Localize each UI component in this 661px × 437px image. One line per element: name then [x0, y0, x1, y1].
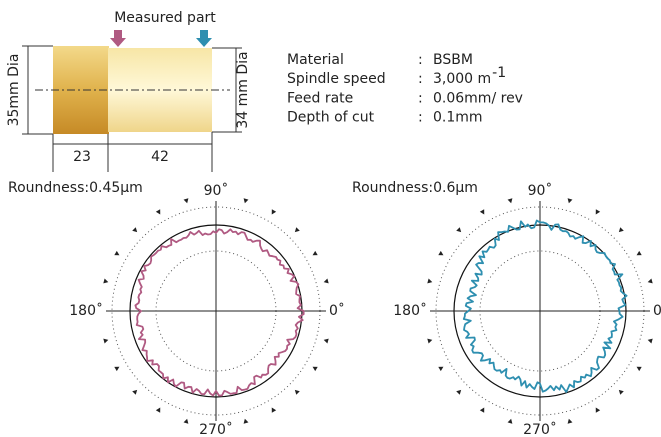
angle-tick [294, 227, 300, 233]
dimension-label: 42 [151, 149, 169, 165]
arrow [196, 30, 212, 47]
angle-tick [312, 250, 318, 256]
dimension-label: 35mm Dia [6, 54, 22, 127]
angle-tick [636, 366, 642, 372]
angle-tick [271, 407, 277, 413]
spec-value: 0.06mm/ rev [433, 90, 523, 106]
angle-tick [271, 209, 277, 215]
spec-value: BSBM [433, 52, 473, 68]
angle-tick [479, 209, 485, 215]
dimension-lines [22, 45, 242, 172]
spec-separator: : [418, 110, 423, 126]
angle-tick [456, 227, 462, 233]
spec-label: Depth of cut [287, 110, 375, 126]
angle-tick [132, 227, 138, 233]
angle-label: 180˚ [393, 302, 427, 319]
angle-tick [427, 278, 433, 284]
roundness-plot: Roundness:0.45μm 90˚ 270˚ 180˚ 0˚ [8, 180, 345, 437]
roundness-plot: Roundness:0.6μm 90˚ 270˚ 180˚ 0˚ [352, 180, 661, 437]
angle-tick [114, 366, 120, 372]
angle-tick [647, 338, 653, 344]
angle-tick [438, 366, 444, 372]
reference-circle [453, 224, 627, 398]
angle-tick [103, 338, 109, 344]
angle-tick [507, 198, 513, 204]
angle-tick [427, 338, 433, 344]
angle-tick [595, 209, 601, 215]
spec-label: Feed rate [287, 90, 353, 106]
spec-separator: : [418, 71, 423, 87]
angle-tick [323, 338, 329, 344]
angle-tick [155, 209, 161, 215]
angle-label: 90˚ [528, 182, 553, 199]
angle-tick [312, 366, 318, 372]
angle-tick [183, 198, 189, 204]
angle-label: 270˚ [523, 421, 557, 437]
arrow [110, 30, 126, 47]
spec-label: Spindle speed [287, 71, 386, 87]
angle-tick [595, 407, 601, 413]
spec-label: Material [287, 52, 344, 68]
angle-label: 90˚ [204, 182, 229, 199]
angle-tick [618, 389, 624, 395]
spec-value: 3,000 m [433, 71, 491, 87]
angle-tick [456, 389, 462, 395]
angle-label: 270˚ [199, 421, 233, 437]
angle-tick [114, 250, 120, 256]
spec-separator: : [418, 52, 423, 68]
angle-label: 0˚ [329, 302, 345, 319]
dimension-label: 23 [73, 149, 91, 165]
angle-tick [507, 418, 513, 424]
angle-tick [243, 198, 249, 204]
roundness-trace [134, 228, 305, 397]
angle-tick [103, 278, 109, 284]
angle-tick [567, 418, 573, 424]
plot-title: Roundness:0.45μm [8, 180, 143, 196]
spec-value: 0.1mm [433, 110, 483, 126]
spec-separator: : [418, 90, 423, 106]
angle-label: 180˚ [69, 302, 103, 319]
angle-label: 0˚ [653, 302, 661, 319]
angle-tick [243, 418, 249, 424]
angle-tick [294, 389, 300, 395]
angle-tick [636, 250, 642, 256]
angle-tick [618, 227, 624, 233]
angle-tick [479, 407, 485, 413]
angle-tick [647, 278, 653, 284]
angle-tick [132, 389, 138, 395]
spec-superscript: -1 [492, 65, 506, 81]
dimension-label: 34 mm Dia [235, 51, 251, 128]
angle-tick [183, 418, 189, 424]
angle-tick [323, 278, 329, 284]
plots: Roundness:0.45μm 90˚270˚180˚ 0˚Roundness:0… [8, 180, 661, 437]
angle-tick [567, 198, 573, 204]
roundness-trace [462, 219, 628, 393]
plot-title: Roundness:0.6μm [352, 180, 478, 196]
angle-tick [155, 407, 161, 413]
angle-tick [438, 250, 444, 256]
part-label: Measured part [114, 10, 216, 26]
